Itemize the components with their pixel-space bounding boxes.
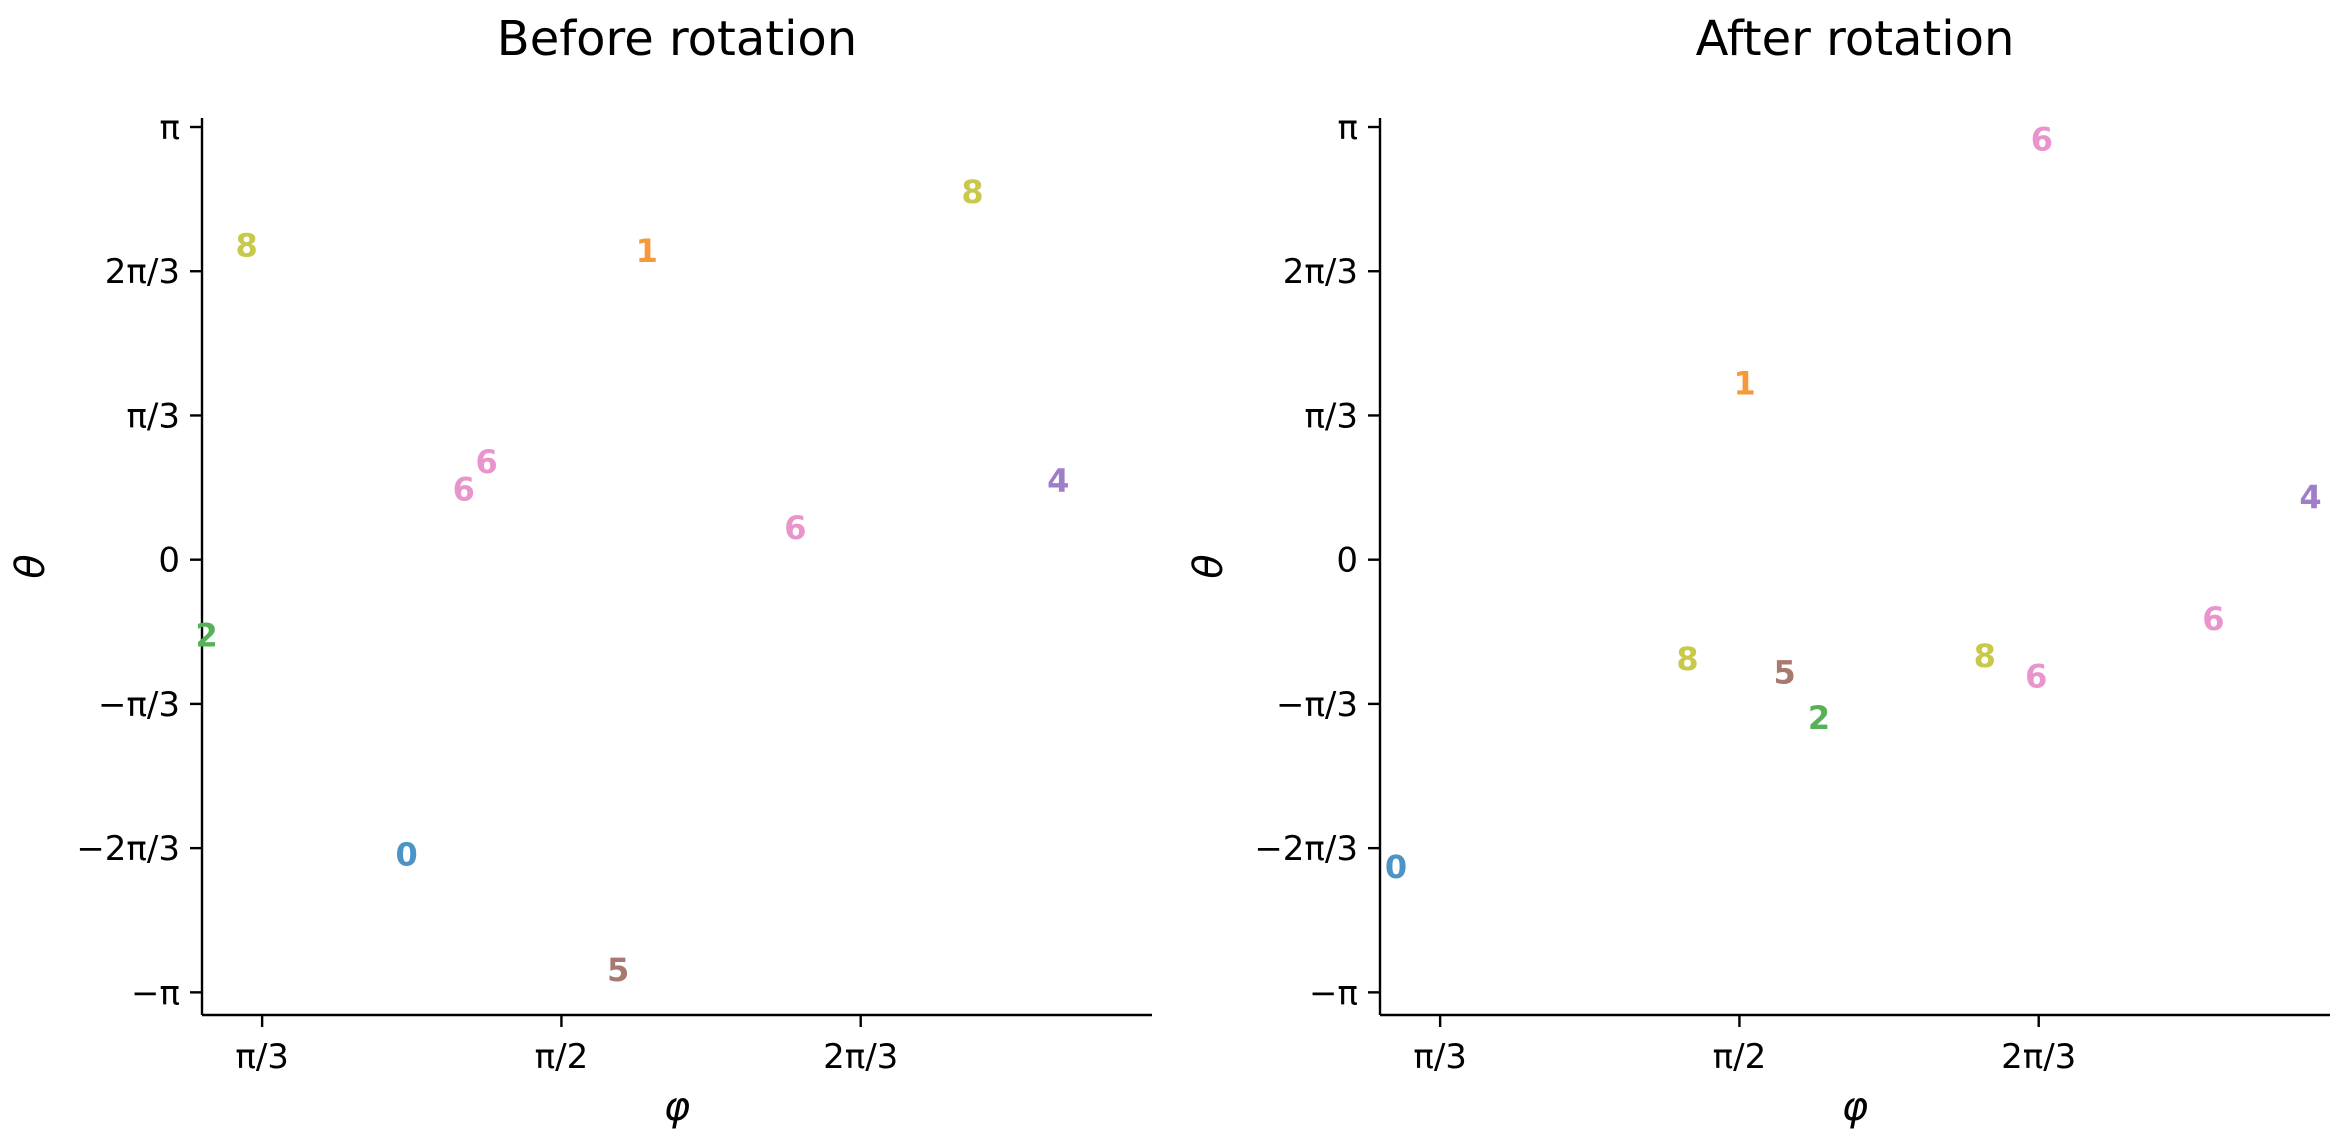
y-axis-label: θ bbox=[8, 554, 54, 578]
y-tick-label: −π/3 bbox=[98, 685, 180, 725]
x-axis-label: φ bbox=[664, 1084, 690, 1130]
data-point-digit-0: 0 bbox=[396, 835, 418, 873]
panel-after-rotation: After rotation π/3 π/2 2π/3 π 2π/3 π/3 0 −π/3 −2π… bbox=[1186, 11, 2330, 1130]
x-tick-label: 2π/3 bbox=[2001, 1037, 2076, 1077]
y-tick-label: −π bbox=[131, 973, 180, 1013]
y-tick-label: −2π/3 bbox=[76, 829, 180, 869]
x-tick-label: π/3 bbox=[235, 1037, 289, 1077]
data-point-digit-8: 8 bbox=[1974, 637, 1996, 675]
data-point-digit-6: 6 bbox=[784, 509, 806, 547]
data-point-digit-5: 5 bbox=[1774, 654, 1796, 692]
data-point-digit-6: 6 bbox=[2025, 658, 2047, 696]
y-axis-label: θ bbox=[1186, 554, 1232, 578]
y-tick-label: π/3 bbox=[126, 396, 180, 436]
data-point-digit-4: 4 bbox=[2299, 479, 2321, 517]
data-point-digit-1: 1 bbox=[1734, 364, 1756, 402]
x-tick-label: 2π/3 bbox=[823, 1037, 898, 1077]
x-tick-label: π/2 bbox=[535, 1037, 589, 1077]
data-point-digit-4: 4 bbox=[1047, 462, 1069, 500]
y-tick-label: π/3 bbox=[1304, 396, 1358, 436]
y-tick-label: 2π/3 bbox=[105, 252, 180, 292]
data-point-digit-8: 8 bbox=[961, 173, 983, 211]
data-point-digit-2: 2 bbox=[195, 616, 217, 654]
chart-title: After rotation bbox=[1696, 11, 2015, 67]
data-point-digit-8: 8 bbox=[1676, 640, 1698, 678]
x-axis-label: φ bbox=[1842, 1084, 1868, 1130]
y-tick-label: 0 bbox=[1336, 541, 1358, 581]
y-tick-label: π bbox=[160, 108, 180, 148]
data-point-digit-6: 6 bbox=[476, 443, 498, 481]
data-point-digit-0: 0 bbox=[1385, 848, 1407, 886]
y-tick-label: −2π/3 bbox=[1254, 829, 1358, 869]
chart-title: Before rotation bbox=[497, 11, 857, 67]
x-tick-label: π/3 bbox=[1413, 1037, 1467, 1077]
data-point-digit-8: 8 bbox=[235, 227, 257, 265]
y-tick-label: 2π/3 bbox=[1283, 252, 1358, 292]
data-point-digit-6: 6 bbox=[2202, 600, 2224, 638]
panel-before-rotation: Before rotation π/3 π/2 2π/3 π 2π/3 π/3 0 −π/3 −2… bbox=[8, 11, 1152, 1130]
y-tick-label: −π bbox=[1309, 973, 1358, 1013]
data-point-digit-6: 6 bbox=[2031, 121, 2053, 159]
data-point-digit-1: 1 bbox=[636, 232, 658, 270]
data-point-digit-2: 2 bbox=[1808, 699, 1830, 737]
data-point-digit-5: 5 bbox=[607, 951, 629, 989]
x-tick-label: π/2 bbox=[1713, 1037, 1767, 1077]
y-tick-label: −π/3 bbox=[1276, 685, 1358, 725]
data-point-digit-6: 6 bbox=[453, 470, 475, 508]
y-tick-label: 0 bbox=[158, 541, 180, 581]
y-tick-label: π bbox=[1338, 108, 1358, 148]
